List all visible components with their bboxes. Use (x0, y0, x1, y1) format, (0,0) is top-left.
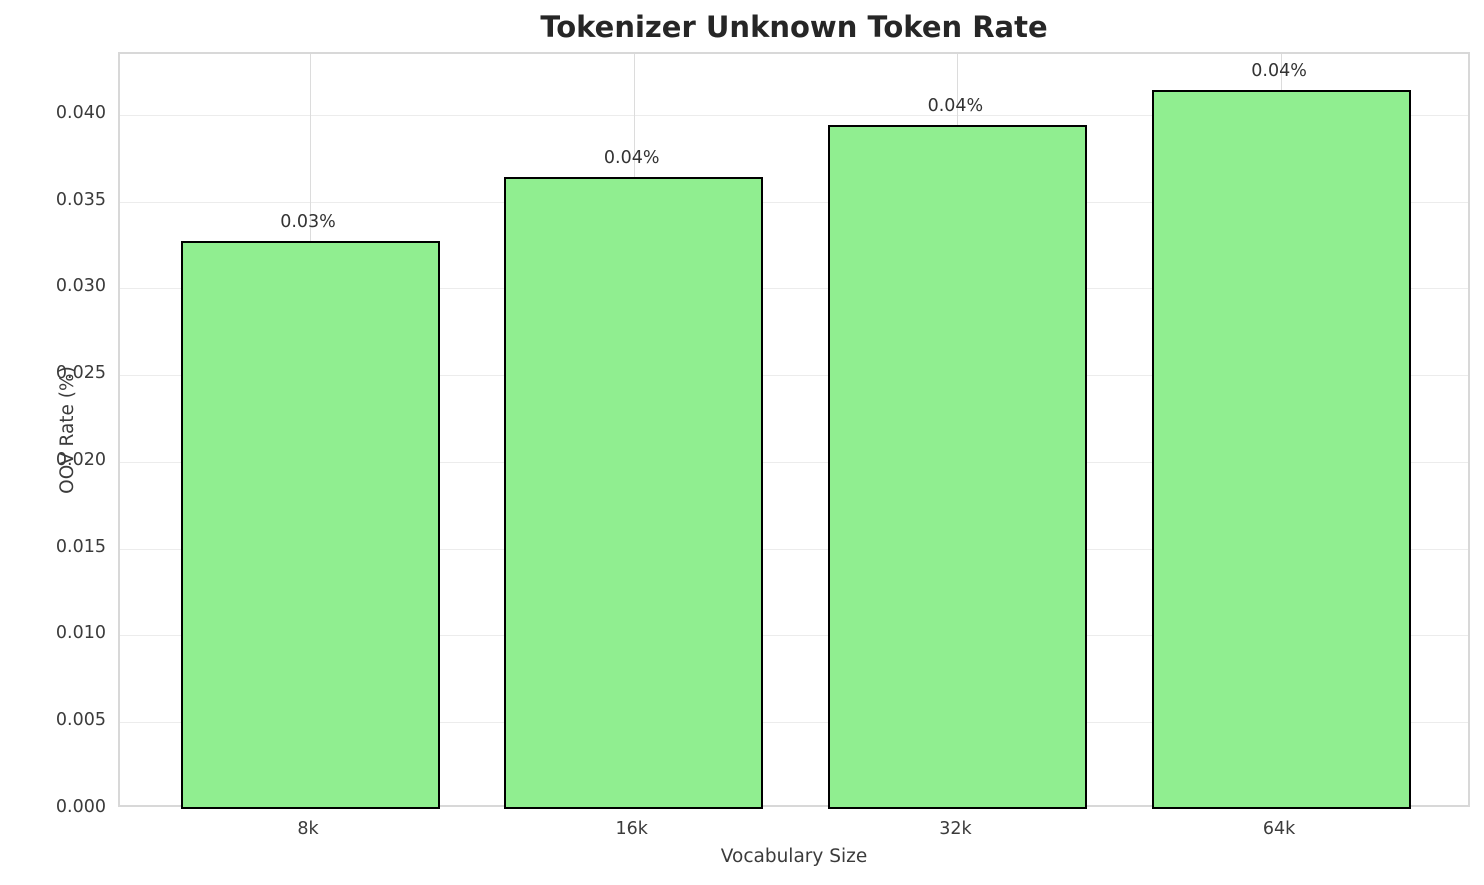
chart-title: Tokenizer Unknown Token Rate (540, 10, 1048, 44)
gridline-horizontal (120, 201, 1468, 203)
gridline-horizontal (120, 288, 1468, 290)
gridline-horizontal (120, 635, 1468, 637)
gridline-horizontal (120, 548, 1468, 550)
gridline-horizontal (120, 375, 1468, 377)
y-axis-label-text: OOV Rate (%) (56, 366, 78, 494)
bar-64k (1151, 90, 1411, 809)
y-tick-label: 0.025 (55, 363, 106, 384)
y-tick-label: 0.030 (55, 276, 106, 297)
bar-value-label: 0.03% (280, 212, 336, 233)
y-tick-label: 0.040 (55, 102, 106, 123)
plot-area (118, 52, 1470, 809)
y-tick-label: 0.005 (55, 710, 106, 731)
x-tick-label: 16k (615, 819, 648, 839)
gridline-horizontal (120, 461, 1468, 463)
y-tick-label: 0.000 (55, 797, 106, 817)
y-tick-label: 0.035 (55, 189, 106, 210)
y-tick-label: 0.015 (55, 536, 106, 557)
bar-32k (827, 125, 1087, 809)
y-tick-label: 0.020 (55, 449, 106, 470)
bar-16k (504, 177, 764, 809)
x-tick-label: 8k (297, 819, 319, 839)
bar-value-label: 0.04% (603, 148, 660, 169)
bar-value-label: 0.04% (927, 96, 984, 117)
x-axis-label: Vocabulary Size (720, 846, 868, 867)
y-tick-label: 0.010 (55, 623, 106, 644)
gridline-horizontal (120, 114, 1468, 116)
bar-8k (180, 241, 440, 809)
bar-value-label: 0.04% (1251, 61, 1307, 82)
gridline-horizontal (120, 722, 1468, 724)
x-tick-label: 64k (1262, 819, 1296, 839)
x-tick-label: 32k (939, 819, 972, 839)
